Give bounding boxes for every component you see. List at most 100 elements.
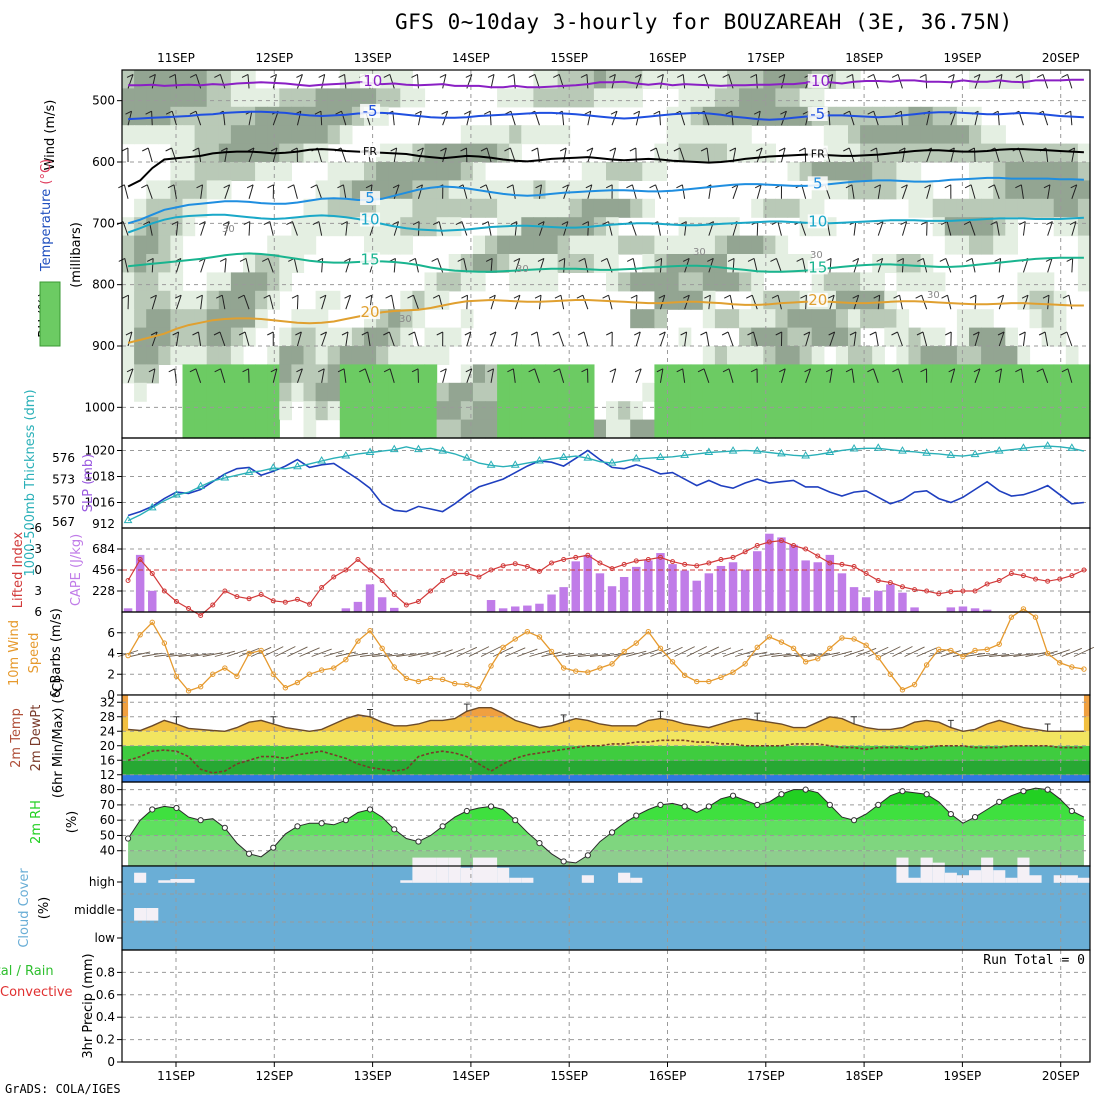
wind-speed-point (282, 685, 289, 691)
cape-tick: 228 (92, 584, 115, 598)
li-point (706, 560, 712, 566)
wind-barb-10m (638, 649, 659, 657)
rh-cell (1077, 272, 1091, 292)
li-point (754, 543, 760, 548)
rh-point (850, 817, 858, 824)
wind-barb-flag (876, 221, 884, 226)
wind-barb (438, 295, 444, 310)
rh-cell (351, 346, 365, 365)
wind-barb-10m (323, 650, 344, 657)
rh-cell (823, 419, 837, 439)
rh-cell (630, 401, 643, 421)
rh-cell (630, 419, 643, 439)
ylabel-cloud-unit: (%) (37, 897, 52, 920)
wind-barb-flag (895, 110, 902, 115)
rh-cell (981, 198, 994, 218)
rh-cell (993, 198, 1006, 218)
contour-label: -5 (810, 105, 825, 123)
wind-speed-point (815, 655, 821, 662)
rh-cell (545, 254, 559, 273)
thickness-point (607, 458, 617, 466)
contour-label-bg (360, 252, 381, 267)
wind-barb (173, 184, 177, 199)
rh-band (128, 820, 1084, 836)
cape-bar (353, 601, 363, 612)
rh-cell (279, 162, 292, 181)
rh-cell (920, 272, 934, 292)
wind-barb (897, 368, 903, 383)
thickness-point (801, 451, 811, 459)
wind-barb-flag (997, 331, 1005, 336)
rh-cell (472, 143, 486, 163)
rh-cell (618, 198, 631, 218)
wind-barb-10m (831, 650, 853, 657)
wind-barb-flag (220, 147, 228, 152)
wind-speed-point (548, 648, 555, 655)
rh-cell (727, 143, 740, 163)
rh-cell (981, 70, 994, 89)
rh-cell (908, 401, 922, 421)
cloud-tick: middle (74, 903, 115, 917)
rh-cell (1053, 143, 1067, 163)
rh-cell (521, 382, 534, 402)
rh-cell (739, 382, 752, 402)
rh-cell (364, 235, 377, 255)
wind-barb (950, 111, 957, 126)
wind-barb (224, 258, 227, 273)
rh-cell (654, 382, 668, 402)
rh-cell (400, 162, 413, 181)
rh-cell (1029, 401, 1043, 421)
rh-cell (400, 70, 413, 89)
rh-cell (279, 125, 292, 145)
wind-speed-point (972, 647, 978, 654)
wind-barbs-10m (117, 646, 1095, 657)
rh-cell (146, 235, 159, 255)
rh-cell (230, 419, 244, 439)
rh-cell (436, 401, 450, 421)
wind-barb (969, 221, 976, 236)
rh-cell (714, 125, 728, 145)
rh-cell (243, 364, 256, 384)
cape-bar (668, 564, 677, 612)
ylabel-precip-part: 3hr Precip (mm) (81, 953, 96, 1058)
rh-cell (194, 106, 208, 126)
rh-cell (472, 419, 486, 439)
rh-cell (122, 346, 135, 365)
wind-barb (195, 368, 202, 383)
contour-label: FR (363, 145, 377, 158)
wind-barb-10m (892, 646, 913, 657)
rh-cell (702, 272, 716, 292)
rh-cell (860, 419, 873, 439)
thickness-point (825, 447, 835, 456)
rh-cell (848, 143, 861, 163)
rh-cell (823, 401, 837, 421)
wind-barb-flag (199, 221, 206, 226)
rh-cell (327, 198, 341, 218)
rh-cell (690, 254, 704, 273)
rh-cell (218, 401, 232, 421)
rh-cell (472, 364, 486, 384)
wind-barb (732, 147, 737, 163)
rh-cell (763, 106, 776, 126)
wind-barb-flag (242, 368, 249, 373)
rh-cell (678, 235, 692, 255)
rh-cell (533, 272, 547, 292)
rh-cell (799, 88, 813, 108)
rh-cell (763, 290, 776, 310)
wind-speed-point (899, 687, 906, 693)
wind-barb-flag (944, 184, 952, 189)
rh-cell (848, 401, 861, 421)
wind-speed-point (185, 688, 192, 694)
rh-cell (1041, 382, 1055, 402)
rh-cell (981, 419, 994, 439)
rh-cell (279, 254, 292, 273)
wind-barb-flag (553, 73, 560, 78)
rh-cell (618, 419, 631, 439)
wind-barb-10m (553, 652, 574, 657)
rh-cell (690, 125, 704, 145)
wind-barb-flag (150, 294, 157, 299)
rh-cell (763, 327, 776, 347)
grid-cloud (122, 866, 1090, 950)
wind-barb (272, 368, 278, 383)
ylabel-cape-part: CAPE (J/kg) (69, 534, 84, 606)
